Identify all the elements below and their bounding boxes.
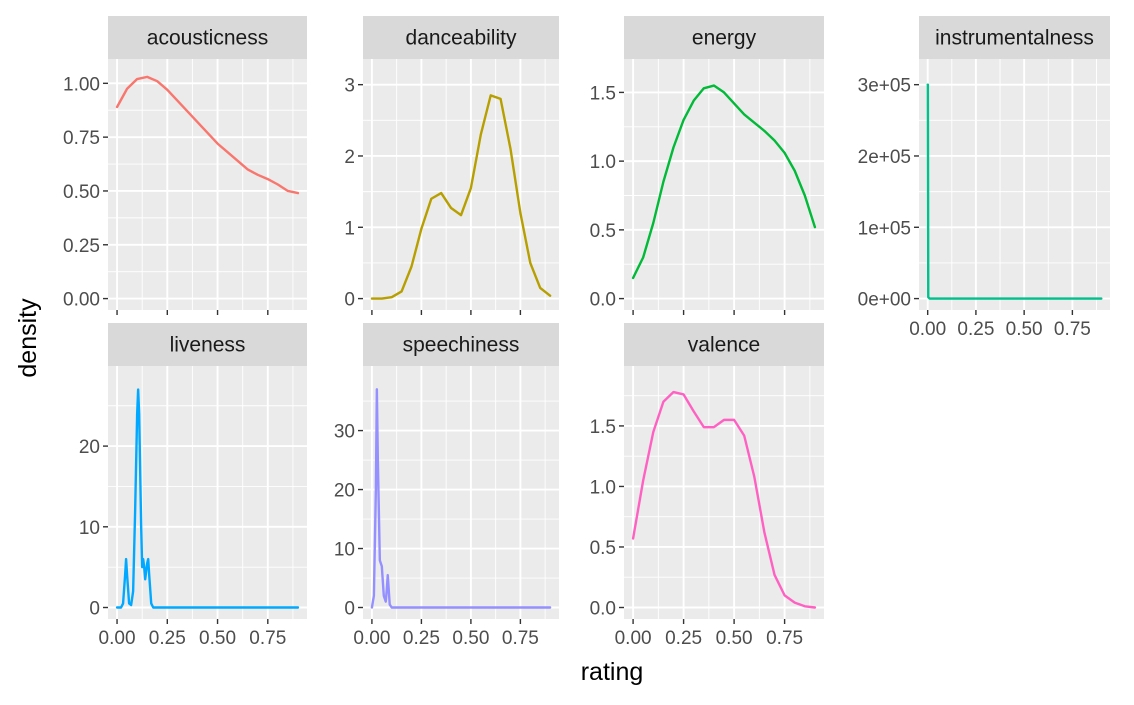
- density-line-liveness: [115, 388, 300, 609]
- y-tick-label: 30: [334, 422, 355, 443]
- y-tick-label: 2: [344, 147, 355, 168]
- x-tick-label: 0.75: [766, 628, 803, 649]
- y-tick-label: 0.75: [63, 128, 100, 149]
- panel-background: [363, 366, 559, 619]
- y-tick-label: 0: [344, 290, 355, 311]
- y-tick-label: 20: [79, 437, 100, 458]
- y-tick-label: 1.0: [590, 152, 616, 173]
- facet-strip-speechiness: [363, 323, 559, 366]
- y-tick-label: 0.25: [63, 236, 100, 257]
- y-tick-label: 0.5: [590, 221, 616, 242]
- facet-strip-label: liveness: [170, 334, 246, 357]
- y-tick-label: 1.5: [590, 417, 616, 438]
- facet-panel-instrumentalness: instrumentalness 0e+00 1e+05 2e+05 3e+05 0.00…: [858, 16, 1110, 340]
- facet-panel-energy: energy 0.0 0.5 1.0 1.5: [590, 16, 824, 315]
- x-tick-label: 0.25: [403, 628, 440, 649]
- panel-background: [624, 366, 824, 619]
- density-line-speechiness: [370, 388, 552, 609]
- y-tick-label: 0: [89, 599, 100, 620]
- facet-strip-label: acousticness: [147, 27, 268, 50]
- x-tick-label: 0.25: [149, 628, 186, 649]
- y-tick-label: 2e+05: [858, 147, 911, 168]
- x-axis-title: rating: [581, 658, 644, 686]
- facet-strip-label: energy: [692, 27, 757, 50]
- density-line-valence: [631, 390, 817, 609]
- facet-panel-speechiness: speechiness 0 10 20 30 0.00 0.25 0.50 0.75: [334, 323, 559, 649]
- facet-strip-valence: [624, 323, 824, 366]
- y-tick-label: 10: [79, 518, 100, 539]
- y-tick-label: 1.5: [590, 83, 616, 104]
- x-tick-label: 0.50: [452, 628, 489, 649]
- panel-background: [363, 59, 559, 310]
- x-tick-label: 0.75: [502, 628, 539, 649]
- y-axis-title: density: [14, 298, 42, 378]
- facet-strip-instrumentalness: [919, 16, 1110, 59]
- y-tick-label: 3: [344, 76, 355, 97]
- facet-panel-danceability: danceability 0 1 2 3: [344, 16, 559, 315]
- facet-strip-danceability: [363, 16, 559, 59]
- x-tick-label: 0.00: [353, 628, 390, 649]
- y-tick-label: 3e+05: [858, 76, 911, 97]
- facet-strip-label: speechiness: [403, 334, 520, 357]
- panels-layer: acousticness0.000.250.500.751.00danceabi…: [63, 16, 1110, 649]
- y-tick-label: 0: [344, 599, 355, 620]
- y-tick-label: 0e+00: [858, 290, 911, 311]
- x-tick-label: 0.75: [1054, 319, 1091, 340]
- y-tick-label: 0.0: [590, 599, 616, 620]
- x-tick-label: 0.00: [615, 628, 652, 649]
- facet-strip-liveness: [108, 323, 307, 366]
- y-tick-label: 1.00: [63, 74, 100, 95]
- panel-background: [624, 59, 824, 310]
- x-tick-label: 0.25: [957, 319, 994, 340]
- y-tick-label: 0.00: [63, 290, 100, 311]
- density-line-energy: [631, 84, 817, 280]
- x-tick-label: 0.75: [249, 628, 286, 649]
- x-tick-label: 0.50: [1006, 319, 1043, 340]
- y-tick-label: 10: [334, 540, 355, 561]
- y-tick-label: 1: [344, 218, 355, 239]
- x-tick-label: 0.50: [199, 628, 236, 649]
- y-tick-label: 1.0: [590, 477, 616, 498]
- facet-strip-label: valence: [688, 334, 760, 357]
- y-tick-label: 1e+05: [858, 218, 911, 239]
- density-line-instrumentalness: [926, 83, 1103, 300]
- y-tick-label: 0.50: [63, 182, 100, 203]
- facet-panel-acousticness: acousticness 0.00 0.25 0.50 0.75 1.00: [63, 16, 307, 315]
- x-tick-label: 0.50: [716, 628, 753, 649]
- facet-strip-label: danceability: [406, 27, 517, 50]
- y-tick-label: 20: [334, 481, 355, 502]
- y-tick-label: 0.5: [590, 538, 616, 559]
- panel-background: [919, 59, 1110, 310]
- facet-strip-label: instrumentalness: [935, 27, 1094, 50]
- facet-panel-liveness: liveness 0 10 20 0.00 0.25 0.50 0.75: [79, 323, 307, 649]
- x-tick-label: 0.00: [909, 319, 946, 340]
- y-tick-label: 0.0: [590, 290, 616, 311]
- facet-panel-valence: valence 0.0 0.5 1.0 1.5 0.00 0.25 0.50 0.75: [590, 323, 824, 649]
- facet-strip-energy: [624, 16, 824, 59]
- density-line-acousticness: [115, 75, 300, 195]
- facet-strip-acousticness: [108, 16, 307, 59]
- x-tick-label: 0.00: [99, 628, 136, 649]
- x-tick-label: 0.25: [665, 628, 702, 649]
- panel-background: [108, 59, 307, 310]
- density-line-danceability: [370, 94, 552, 300]
